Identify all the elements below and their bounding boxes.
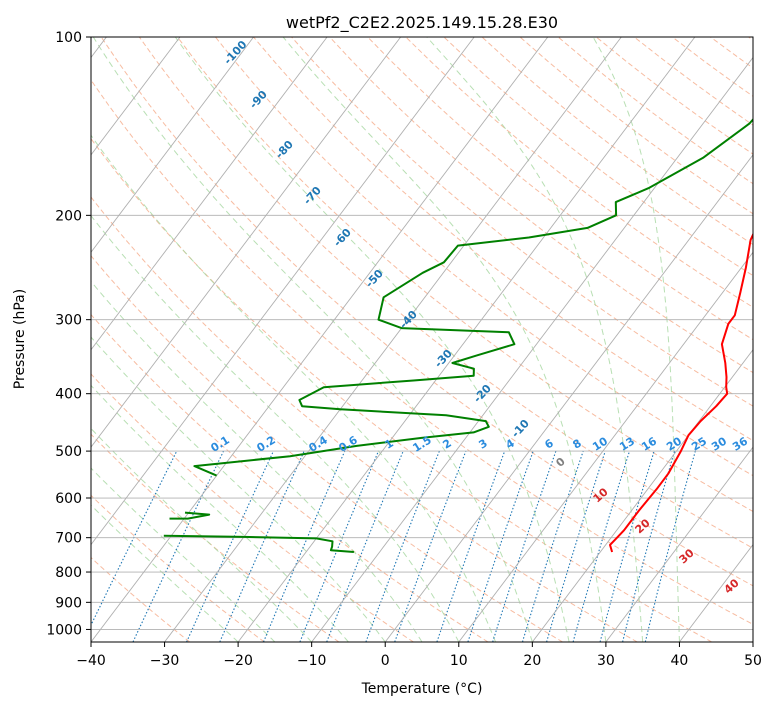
x-tick-label: 30: [597, 653, 615, 669]
isotherm-line: [91, 37, 181, 156]
mixing-ratio-line: [599, 450, 655, 642]
moist-adiabat: [91, 214, 460, 642]
y-tick-label: 200: [55, 208, 82, 224]
dry-adiabat: [367, 37, 753, 341]
y-tick-label: 300: [55, 313, 82, 329]
dry-adiabat: [91, 313, 489, 642]
moist-adiabat: [91, 504, 239, 642]
mixing-ratio-line: [622, 450, 676, 642]
x-tick-label: 20: [523, 653, 541, 669]
y-tick-label: 400: [55, 387, 82, 403]
mixing-ratio-line: [572, 450, 631, 642]
dry-adiabat: [329, 37, 753, 374]
isotherm-line: [311, 56, 753, 642]
mixing-ratio-line: [546, 450, 606, 642]
isotherm-line: [458, 251, 753, 642]
dry-adiabat: [91, 79, 753, 625]
dry-adiabat: [91, 494, 265, 642]
dry-adiabat: [91, 196, 638, 642]
isotherm-line: [91, 37, 402, 448]
y-tick-label: 100: [55, 30, 82, 46]
mixing-ratio-line: [299, 450, 380, 642]
y-tick-label: 600: [55, 491, 82, 507]
isotherm-line: [91, 37, 475, 546]
sounding-line: [169, 511, 211, 520]
dry-adiabat: [215, 37, 753, 477]
mixing-ratio-line: [326, 450, 404, 642]
isotherm-line: [91, 37, 254, 254]
y-tick-label: 1000: [46, 622, 82, 638]
moist-adiabat: [91, 280, 423, 642]
mixing-ratio-line: [219, 450, 305, 642]
moist-adiabat: [91, 336, 386, 642]
series-layer: [163, 117, 753, 553]
mixing-ratio-line: [521, 450, 584, 642]
y-tick-label: 700: [55, 531, 82, 547]
isotherm-line: [91, 37, 549, 642]
dry-adiabat: [291, 37, 753, 407]
x-tick-label: 50: [744, 653, 762, 669]
dry-adiabat: [91, 433, 340, 642]
x-tick-label: 10: [450, 653, 468, 669]
dry-adiabat: [177, 37, 753, 513]
x-tick-label: −20: [223, 653, 253, 669]
moist-adiabat: [282, 37, 607, 642]
y-axis-label: Pressure (hPa): [12, 289, 28, 389]
isotherm-line: [384, 154, 753, 642]
chart-title: wetPf2_C2E2.2025.149.15.28.E30: [286, 13, 558, 33]
moist-adiabat: [91, 467, 276, 642]
y-tick-label: 500: [55, 444, 82, 460]
moist-adiabat: [91, 427, 313, 642]
dry-adiabat: [91, 254, 563, 642]
isotherm-line: [164, 37, 622, 642]
mixing-ratio-line: [365, 450, 440, 642]
x-tick-label: 40: [671, 653, 689, 669]
mixing-ratio-line: [436, 450, 506, 642]
mixing-ratio-line: [492, 450, 557, 642]
moist-adiabat: [92, 37, 533, 642]
sounding-line: [163, 534, 354, 553]
x-tick-label: −40: [76, 653, 106, 669]
mixing-ratio-line: [262, 450, 346, 642]
tick-layer: −40 −30 −20 −10 0 10 20 30 40 50 100 200 300 400 500 60…: [46, 30, 762, 669]
x-tick-label: 0: [381, 653, 390, 669]
isotherm-line: [91, 37, 328, 351]
moist-adiabat: [174, 37, 570, 642]
dry-adiabat: [91, 556, 191, 642]
grid-layer: [91, 37, 753, 642]
isotherm-line: [605, 446, 753, 642]
moist-adiabat: [91, 134, 497, 642]
y-tick-label: 800: [55, 565, 82, 581]
isotherm-line: [531, 348, 753, 642]
dry-adiabat: [100, 37, 753, 587]
plot-frame: [90, 36, 754, 643]
sounding-line: [193, 117, 753, 477]
sounding-line: [609, 232, 753, 553]
isotherm-line: [237, 37, 696, 642]
mixing-ratio-line: [186, 450, 274, 642]
y-tick-label: 900: [55, 595, 82, 611]
x-axis-label: Temperature (°C): [361, 681, 483, 697]
mixing-ratio-line: [467, 450, 534, 642]
x-tick-label: −10: [297, 653, 327, 669]
moist-adiabat: [426, 37, 644, 642]
moist-adiabat: [592, 37, 680, 642]
x-tick-label: −30: [150, 653, 180, 669]
mixing-ratio-line: [132, 450, 224, 642]
